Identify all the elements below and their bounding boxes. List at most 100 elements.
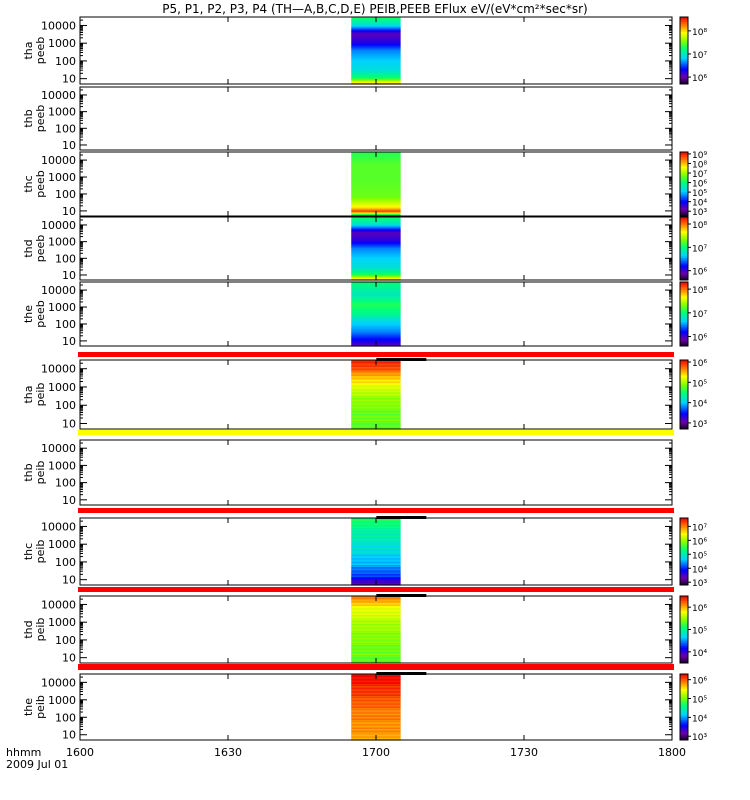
colorbar-cell (680, 629, 688, 632)
spectrogram-cell (351, 156, 401, 158)
colorbar-cell (680, 518, 688, 521)
spectrogram-cell (351, 709, 401, 711)
colorbar-cell (680, 185, 688, 188)
probe-label: thd (22, 620, 35, 638)
spectrogram-cell (351, 538, 401, 540)
colorbar-cell (680, 164, 688, 167)
spectrogram-cell (351, 368, 401, 370)
spectrogram-cell (351, 193, 401, 196)
product-label: peib (34, 695, 47, 719)
spectrogram-cell (351, 171, 401, 173)
y-tick-label: 10000 (41, 520, 76, 533)
spectrogram-cell (351, 189, 401, 191)
colorbar-cell (680, 231, 688, 234)
spectrogram-cell (351, 73, 401, 76)
spectrogram-cell (351, 400, 401, 402)
spectrogram-cell (351, 222, 401, 224)
colorbar-cell (680, 403, 688, 406)
spectrogram-cell (351, 260, 401, 262)
spectrogram-cell (351, 52, 401, 55)
spectrogram-cell (351, 251, 401, 254)
spectrogram-cell (351, 339, 401, 342)
colorbar-cell (680, 602, 688, 605)
colorbar-cell (680, 528, 688, 531)
spectrogram-cell (351, 379, 401, 382)
colorbar-cell (680, 411, 688, 414)
colorbar: 10⁶ 10⁵ 10⁴ 10³ (679, 359, 707, 430)
colorbar-cell (680, 320, 688, 323)
spectrogram-cell (351, 59, 401, 62)
colorbar-cell (680, 361, 688, 364)
spectrogram-cell (351, 333, 401, 335)
spectrogram-cell (351, 76, 401, 78)
colorbar-cell (680, 166, 688, 169)
colorbar-cell (680, 626, 688, 629)
spectrogram-cell (351, 190, 401, 193)
spectrogram-cells (351, 518, 401, 586)
colorbar-cell (680, 304, 688, 307)
spectrogram-cell (351, 31, 401, 34)
colorbar-cell (680, 326, 688, 329)
y-tick-label: 1000 (48, 301, 76, 314)
spectrogram-cell (351, 75, 401, 77)
spectrogram-cell (351, 67, 401, 69)
spectrogram-cell (351, 178, 401, 181)
colorbar-frame (679, 216, 689, 281)
spectrogram-cell (351, 47, 401, 49)
colorbar-cell (680, 680, 688, 683)
spectrogram-cell (351, 24, 401, 27)
colorbar-cell (680, 391, 688, 394)
spectrogram-cell (351, 524, 401, 527)
colorbar-cell (680, 677, 688, 680)
colorbar-cell (680, 715, 688, 718)
spectrogram-cell (351, 312, 401, 315)
colorbar-tick-label: 10⁶ (692, 677, 707, 687)
colorbar-cell (680, 569, 688, 573)
colorbar-cell (680, 693, 688, 696)
y-tick-label: 10000 (41, 442, 76, 455)
y-tick-label: 100 (55, 711, 76, 724)
spectrogram-cell (351, 407, 401, 409)
y-axis: 10 100 1000 10000 (41, 676, 672, 742)
spectrogram-cell (351, 209, 401, 212)
y-tick-label: 10 (62, 269, 76, 282)
colorbar-cell (680, 422, 688, 425)
colorbar-cell (680, 723, 688, 726)
x-tick-label: 1630 (214, 746, 242, 759)
spectrogram-cell (351, 644, 401, 646)
y-tick-label: 1000 (48, 171, 76, 184)
spectrogram-cell (351, 164, 401, 167)
spectrogram-cell (351, 165, 401, 168)
y-axis: 10 100 1000 10000 (41, 19, 672, 86)
spectrogram-cell (351, 566, 401, 568)
panel-label: thb peib (22, 461, 47, 485)
colorbar-cell (680, 325, 688, 328)
spectrogram-cell (351, 623, 401, 626)
spectrogram-cell (351, 245, 401, 247)
colorbar-cell (680, 314, 688, 317)
colorbar-cell (680, 174, 688, 177)
colorbar-cell (680, 389, 688, 392)
spectrogram-cell (351, 173, 401, 175)
y-tick-label: 100 (55, 399, 76, 412)
colorbar-cell (680, 652, 688, 656)
colorbar-cell (680, 234, 688, 237)
colorbar-cell (680, 688, 688, 691)
spectrogram-cell (351, 303, 401, 305)
probe-label: the (22, 698, 35, 716)
y-axis: 10 100 1000 10000 (41, 154, 672, 218)
spectrogram-cell (351, 632, 401, 635)
spectrogram-cell (351, 334, 401, 336)
colorbar-tick-label: 10⁷ (692, 244, 707, 254)
colorbar-cell (680, 384, 688, 387)
spectrogram-cell (351, 77, 401, 80)
colorbar-cell (680, 385, 688, 389)
colorbar-cell (680, 267, 688, 270)
colorbar-cell (680, 80, 688, 83)
spectrogram-cell (351, 44, 401, 47)
spectrogram-cell (351, 223, 401, 225)
colorbar-cell (680, 624, 688, 627)
colorbar-tick-label: 10⁶ (692, 268, 707, 278)
spectrogram-cell (351, 627, 401, 629)
spectrogram-cell (351, 733, 401, 736)
